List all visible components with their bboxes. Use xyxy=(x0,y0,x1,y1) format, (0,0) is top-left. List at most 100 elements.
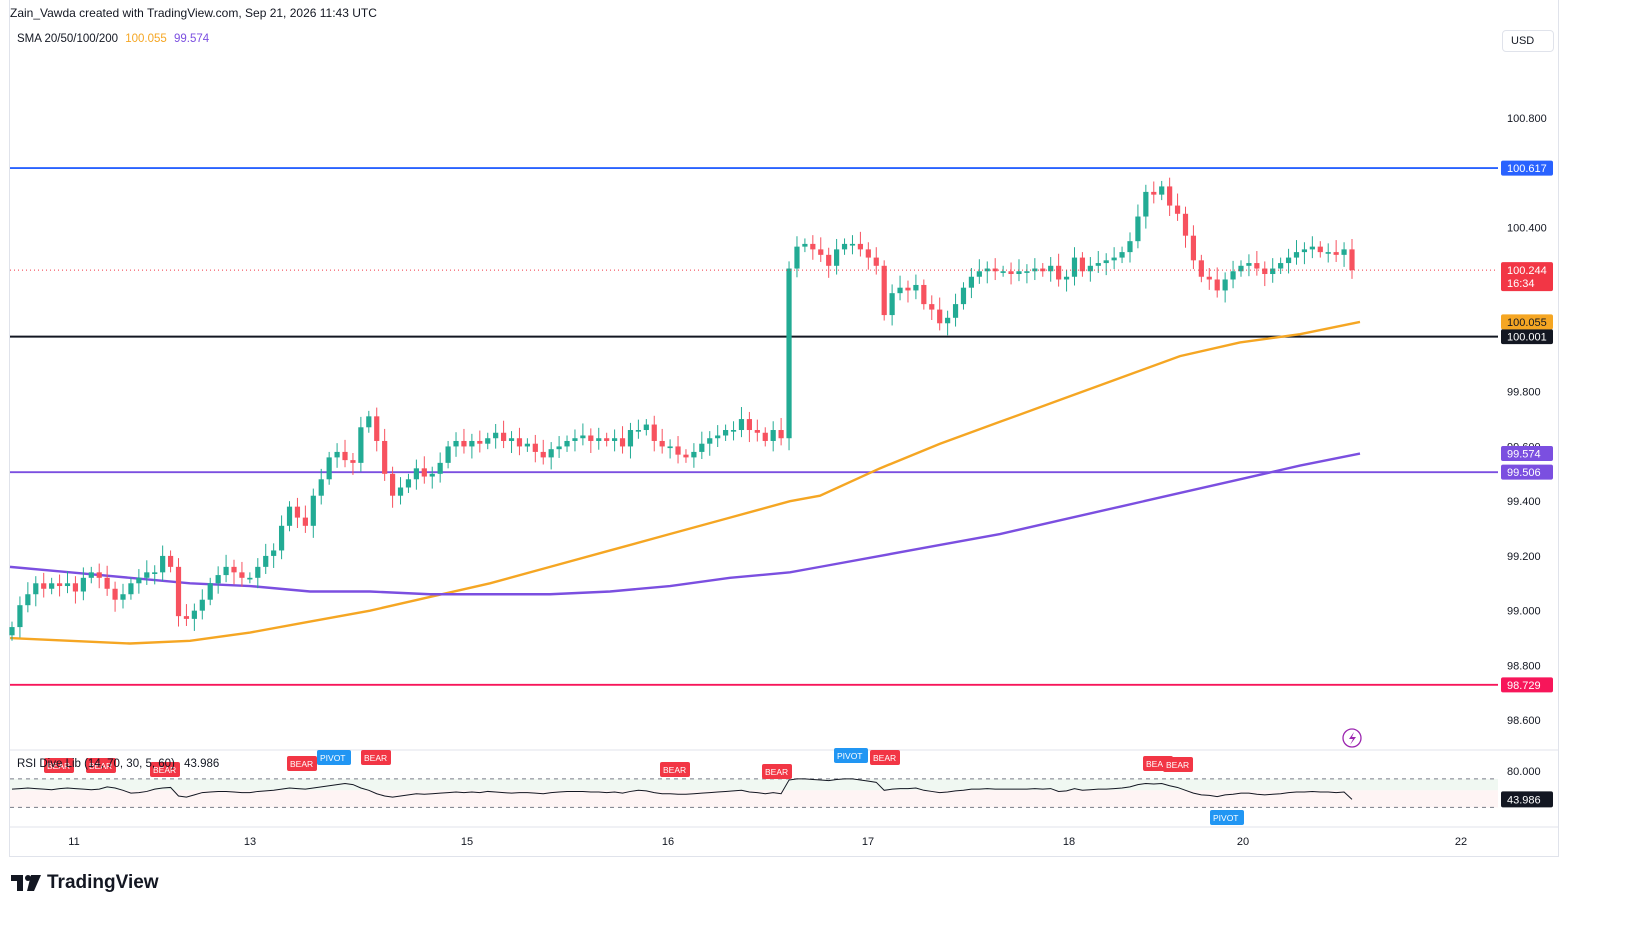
candle-body xyxy=(72,583,79,592)
price-tag-resistance-text: 100.617 xyxy=(1507,163,1547,175)
price-tag-sma-200-bg xyxy=(1501,446,1553,462)
candle-body xyxy=(278,525,285,551)
rsi-upper-band xyxy=(10,778,1498,791)
candle-body xyxy=(786,268,792,439)
candle-body xyxy=(1333,252,1339,255)
candle-body xyxy=(1246,263,1252,266)
candle-body xyxy=(754,430,760,433)
pane-divider[interactable] xyxy=(10,749,1558,828)
candle-body xyxy=(691,451,697,458)
candle-body xyxy=(1079,257,1086,272)
candle-body xyxy=(857,243,864,250)
price-tag-sma-100-bg xyxy=(1501,314,1553,330)
bear-signal xyxy=(86,758,116,773)
candle-body xyxy=(572,438,578,441)
candle-body xyxy=(968,276,975,288)
candle-body xyxy=(1063,276,1070,280)
candle-body xyxy=(318,479,324,496)
price-tick-label: 99.000 xyxy=(1507,606,1541,618)
candle-body xyxy=(366,416,372,428)
candle-body xyxy=(1309,246,1315,250)
tradingview-logo[interactable]: TradingView xyxy=(11,872,159,894)
candle-body xyxy=(1222,279,1228,291)
price-tick-label: 99.800 xyxy=(1507,387,1541,399)
price-tick-label: 100.400 xyxy=(1507,222,1547,234)
candle-body xyxy=(1087,265,1093,272)
time-axis[interactable]: 11 13 15 16 17 18 20 22 xyxy=(68,836,1467,848)
candle-body xyxy=(104,577,110,589)
candle-body xyxy=(865,249,871,258)
candle-body xyxy=(1111,257,1117,261)
price-axis[interactable]: 100.800100.40099.80099.60099.40099.20099… xyxy=(1507,113,1547,727)
rsi-value-tag-bg xyxy=(1501,791,1553,808)
sma-line xyxy=(9,320,1361,645)
candle-body xyxy=(929,304,935,310)
candle-body xyxy=(175,566,182,617)
candle-body xyxy=(508,438,515,441)
candle-body xyxy=(1278,263,1284,269)
candle-body xyxy=(1182,213,1189,236)
rsi-legend[interactable]: RSI Dive Lib (14, 70, 30, 5, 60) 43.986 xyxy=(17,758,219,770)
candle-body xyxy=(247,577,253,580)
candle-body xyxy=(167,555,174,567)
candle-body xyxy=(1190,235,1197,261)
candle-body xyxy=(635,430,641,432)
sma-line xyxy=(9,452,1361,596)
candle-body xyxy=(1135,216,1141,242)
time-tick-label: 13 xyxy=(244,836,256,848)
pivot-signal-label: PIVOT xyxy=(837,751,863,761)
bear-signal xyxy=(1163,757,1193,772)
candle-body xyxy=(1270,268,1276,275)
candle-body xyxy=(802,243,808,247)
candle-body xyxy=(1262,268,1268,275)
candle-body xyxy=(183,616,190,619)
bear-signal-label: BEAR xyxy=(153,765,176,775)
price-tag-support-text: 100.001 xyxy=(1507,332,1547,344)
candle-body xyxy=(818,249,824,255)
candle-body xyxy=(548,449,554,458)
candle-body xyxy=(326,457,332,480)
price-tick-label: 99.400 xyxy=(1507,496,1541,508)
candle-body xyxy=(144,572,150,578)
candle-body xyxy=(350,460,356,463)
last-price-value: 100.244 xyxy=(1507,265,1547,277)
candle-body xyxy=(937,309,943,324)
candle-body xyxy=(889,293,895,316)
rsi-line xyxy=(11,778,1353,800)
rsi-level-label: 80.000 xyxy=(1507,766,1541,778)
candle-body xyxy=(56,583,63,587)
lightning-icon[interactable] xyxy=(1342,728,1362,748)
bear-signal xyxy=(44,758,74,773)
candle-body xyxy=(263,555,269,567)
candle-body xyxy=(374,416,380,441)
candle-body xyxy=(1206,276,1212,280)
sma-legend[interactable]: SMA 20/50/100/200 100.055 99.574 xyxy=(17,33,213,45)
currency-selector[interactable]: USD xyxy=(1502,30,1554,52)
time-tick-label: 11 xyxy=(68,836,79,848)
candle-body xyxy=(80,577,86,592)
price-tag-sma-200-text: 99.574 xyxy=(1507,449,1541,461)
candle-body xyxy=(500,432,507,441)
horizontal-lines xyxy=(10,167,1498,686)
rsi-legend-value: 43.986 xyxy=(184,758,220,770)
candle-body xyxy=(715,435,721,439)
candle-body xyxy=(897,287,903,294)
candle-body xyxy=(619,438,626,447)
candle-body xyxy=(1198,260,1204,277)
candle-body xyxy=(1254,263,1260,269)
candle-body xyxy=(1167,186,1173,206)
bear-signal-label: BEAR xyxy=(663,765,686,775)
candle-body xyxy=(358,427,364,463)
pivot-signal-label: PIVOT xyxy=(1213,813,1239,823)
candle-body xyxy=(1151,191,1157,195)
candle-body xyxy=(389,473,396,496)
rsi-value-tag-text: 43.986 xyxy=(1507,794,1541,806)
candle-body xyxy=(1293,252,1300,258)
candle-body xyxy=(730,430,737,432)
candle-body xyxy=(738,419,745,431)
candle-body xyxy=(397,487,404,496)
candle-body xyxy=(207,583,213,600)
candle-body xyxy=(239,572,245,578)
